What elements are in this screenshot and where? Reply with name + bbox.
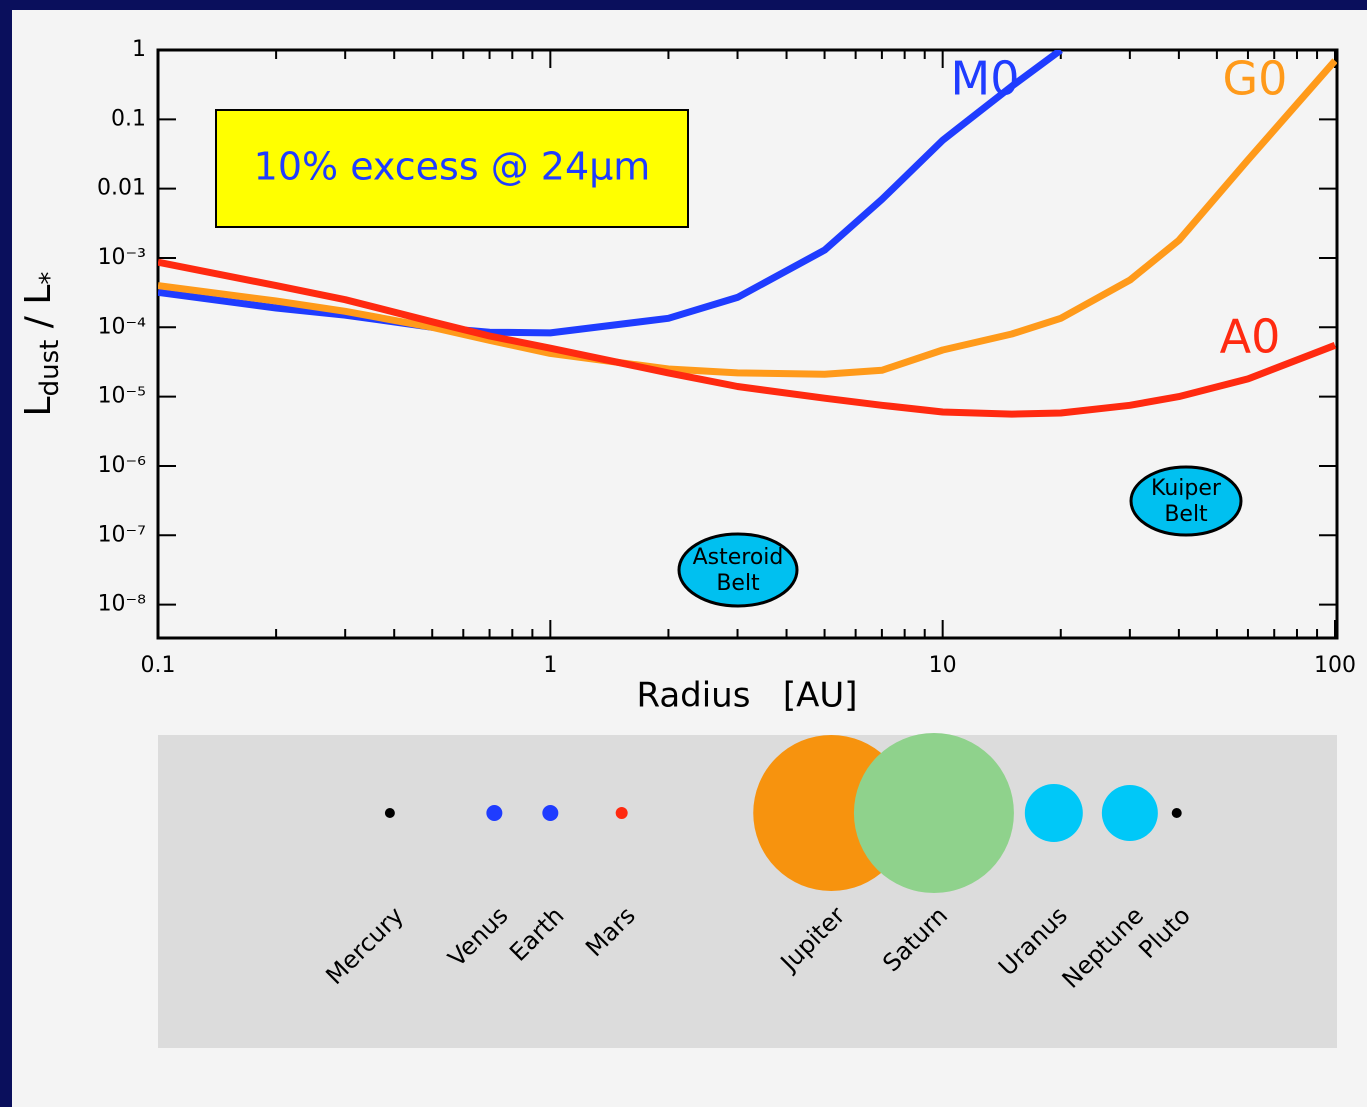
y-label-part: * <box>35 272 65 285</box>
y-tick-label: 10⁻⁶ <box>98 453 147 478</box>
planet <box>1101 785 1158 841</box>
planet <box>1024 784 1083 842</box>
annotation-box <box>215 109 689 228</box>
x-tick-label: 1 <box>543 653 557 678</box>
curves <box>158 50 1337 418</box>
asteroid-belt: Asteroid Belt <box>677 532 799 608</box>
series-line <box>158 258 1337 418</box>
series-label: G0 <box>1223 52 1288 106</box>
plot-frame <box>156 48 1339 640</box>
y-tick-label: 10⁻⁷ <box>98 522 146 547</box>
y-tick-label: 10⁻³ <box>98 245 146 270</box>
planet <box>615 807 628 819</box>
planet-panel <box>158 735 1337 1048</box>
y-label-part: / L <box>18 285 59 340</box>
belt-label: Belt <box>716 571 760 596</box>
y-axis-label: Ldust / L* <box>18 272 65 417</box>
kuiper-belt: Kuiper Belt <box>1129 465 1243 537</box>
x-tick-label: 10 <box>929 653 957 678</box>
planet <box>853 733 1014 893</box>
belt-shape <box>677 532 799 608</box>
annotation: 10% excess @ 24μm <box>254 145 651 189</box>
planet <box>542 805 559 821</box>
series-label: M0 <box>951 52 1020 106</box>
y-tick-label: 10⁻⁸ <box>98 592 147 617</box>
y-tick-label: 1 <box>132 37 146 62</box>
y-tick-label: 10⁻⁴ <box>98 314 147 339</box>
y-label-part: L <box>18 396 59 416</box>
belt-label: Kuiper <box>1151 476 1222 501</box>
x-axis-label: Radius [AU] <box>636 676 857 716</box>
planet <box>486 805 503 821</box>
y-tick-label: 10⁻⁵ <box>98 384 146 409</box>
y-label-part: dust <box>35 340 65 397</box>
series-line <box>158 58 1337 378</box>
belt-shape <box>1129 465 1243 537</box>
y-tick-label: 0.1 <box>111 106 146 131</box>
belt-label: Asteroid <box>693 545 784 570</box>
series-label: A0 <box>1220 310 1281 364</box>
x-tick-label: 100 <box>1314 653 1356 678</box>
belt-label: Belt <box>1164 502 1208 527</box>
planet <box>384 808 395 818</box>
planet <box>1171 808 1182 818</box>
x-tick-label: 0.1 <box>141 653 176 678</box>
y-tick-label: 0.01 <box>97 176 146 201</box>
series-line <box>158 50 1063 337</box>
